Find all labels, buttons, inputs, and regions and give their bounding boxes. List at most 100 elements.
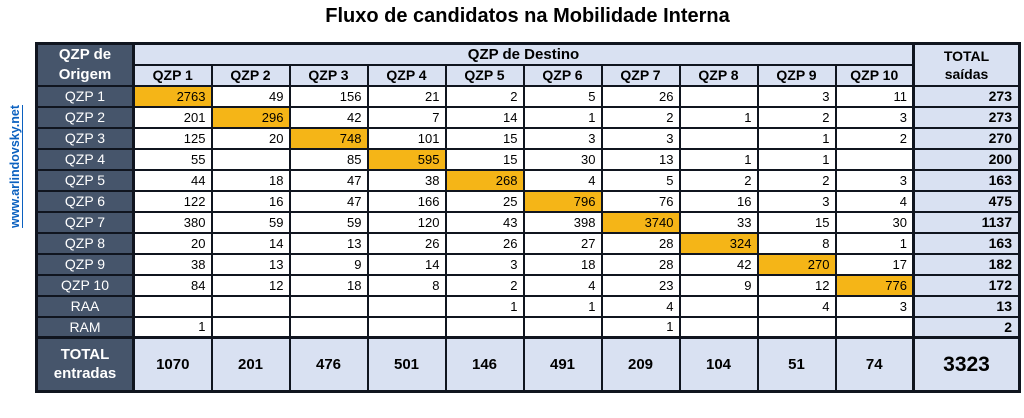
data-cell: 2 xyxy=(444,84,525,108)
mobility-flow-table: QZP de Origem QZP de Destino TOTAL saída… xyxy=(35,42,1021,393)
data-cell: 14 xyxy=(366,252,447,276)
data-cell: 9 xyxy=(678,273,759,297)
data-cell: 38 xyxy=(366,168,447,192)
footer-label: TOTAL entradas xyxy=(35,336,135,393)
data-cell: 1 xyxy=(522,105,603,129)
footer-total-cell: 209 xyxy=(600,336,681,393)
destino-group-header: QZP de Destino xyxy=(132,42,915,66)
data-cell: 59 xyxy=(210,210,291,234)
data-cell xyxy=(366,315,447,339)
data-cell: 8 xyxy=(756,231,837,255)
footer-total-cell: 104 xyxy=(678,336,759,393)
column-header: QZP 9 xyxy=(756,63,837,87)
data-cell: 25 xyxy=(444,189,525,213)
row-label: QZP 4 xyxy=(35,147,135,171)
data-cell: 1 xyxy=(834,231,915,255)
column-header: QZP 5 xyxy=(444,63,525,87)
column-header-row: QZP 1 QZP 2 QZP 3 QZP 4 QZP 5 QZP 6 QZP 7 QZP 8… xyxy=(37,63,1020,87)
data-cell: 18 xyxy=(210,168,291,192)
data-cell: 3 xyxy=(522,126,603,150)
data-cell-highlighted: 3740 xyxy=(600,210,681,234)
row-total-cell: 273 xyxy=(912,105,1021,129)
data-cell xyxy=(210,315,291,339)
data-cell xyxy=(132,294,213,318)
header-row-1: QZP de Origem QZP de Destino TOTAL saída… xyxy=(35,42,1021,87)
data-cell: 3 xyxy=(834,294,915,318)
data-cell: 125 xyxy=(132,126,213,150)
column-header: QZP 1 xyxy=(132,63,213,87)
table-row: QZP 10 84 12 18 8 2 4 23 9 12 776 172 xyxy=(35,273,1021,297)
footer-row: TOTAL entradas 1070 201 476 501 146 491 209 104… xyxy=(35,336,1021,393)
data-cell xyxy=(678,84,759,108)
column-header: QZP 3 xyxy=(288,63,369,87)
data-cell: 2 xyxy=(678,168,759,192)
data-cell: 380 xyxy=(132,210,213,234)
data-cell: 9 xyxy=(288,252,369,276)
data-cell: 1 xyxy=(444,294,525,318)
data-cell xyxy=(678,126,759,150)
data-cell: 1 xyxy=(132,315,213,339)
data-cell: 13 xyxy=(600,147,681,171)
data-cell xyxy=(756,315,837,339)
data-cell xyxy=(444,315,525,339)
watermark-link[interactable]: www.arlindovsky.net xyxy=(8,104,22,228)
data-cell: 17 xyxy=(834,252,915,276)
table-row: QZP 6 122 16 47 166 25 796 76 16 3 4 475 xyxy=(35,189,1021,213)
data-cell: 85 xyxy=(288,147,369,171)
data-cell: 156 xyxy=(288,84,369,108)
data-cell: 42 xyxy=(678,252,759,276)
table-row: QZP 1 2763 49 156 21 2 5 26 3 11 273 xyxy=(35,84,1021,108)
data-cell: 1 xyxy=(600,315,681,339)
data-cell: 27 xyxy=(522,231,603,255)
data-cell: 20 xyxy=(132,231,213,255)
data-cell: 3 xyxy=(834,105,915,129)
data-cell: 12 xyxy=(756,273,837,297)
data-cell: 16 xyxy=(678,189,759,213)
row-total-cell: 172 xyxy=(912,273,1021,297)
data-cell: 1 xyxy=(678,147,759,171)
data-cell: 8 xyxy=(366,273,447,297)
row-label: RAM xyxy=(35,315,135,339)
row-total-cell: 2 xyxy=(912,315,1021,339)
data-cell: 5 xyxy=(522,84,603,108)
data-cell: 49 xyxy=(210,84,291,108)
row-total-cell: 270 xyxy=(912,126,1021,150)
data-cell xyxy=(834,315,915,339)
data-cell: 4 xyxy=(834,189,915,213)
data-cell: 84 xyxy=(132,273,213,297)
row-total-cell: 200 xyxy=(912,147,1021,171)
data-cell: 2 xyxy=(834,126,915,150)
data-cell: 14 xyxy=(210,231,291,255)
data-cell: 4 xyxy=(522,168,603,192)
row-label: QZP 7 xyxy=(35,210,135,234)
data-cell: 201 xyxy=(132,105,213,129)
data-cell xyxy=(678,315,759,339)
row-label: QZP 5 xyxy=(35,168,135,192)
column-header: QZP 8 xyxy=(678,63,759,87)
footer-total-cell: 51 xyxy=(756,336,837,393)
data-cell: 16 xyxy=(210,189,291,213)
data-cell: 42 xyxy=(288,105,369,129)
data-cell: 13 xyxy=(210,252,291,276)
total-saidas-header: TOTAL saídas xyxy=(912,42,1021,87)
data-cell: 26 xyxy=(600,84,681,108)
data-cell: 20 xyxy=(210,126,291,150)
grand-total-cell: 3323 xyxy=(912,336,1021,393)
row-label: QZP 8 xyxy=(35,231,135,255)
total-saidas-header-line2: saídas xyxy=(944,65,989,82)
data-cell: 28 xyxy=(600,231,681,255)
footer-total-cell: 1070 xyxy=(132,336,213,393)
data-cell: 30 xyxy=(522,147,603,171)
data-cell-highlighted: 324 xyxy=(678,231,759,255)
data-cell: 5 xyxy=(600,168,681,192)
data-cell: 28 xyxy=(600,252,681,276)
data-cell-highlighted: 2763 xyxy=(132,84,213,108)
data-cell-highlighted: 595 xyxy=(366,147,447,171)
table-footer: TOTAL entradas 1070 201 476 501 146 491 209 104… xyxy=(35,336,1021,393)
data-cell: 47 xyxy=(288,189,369,213)
data-cell: 26 xyxy=(444,231,525,255)
data-cell: 15 xyxy=(756,210,837,234)
data-cell: 1 xyxy=(678,105,759,129)
data-cell: 76 xyxy=(600,189,681,213)
data-cell: 12 xyxy=(210,273,291,297)
